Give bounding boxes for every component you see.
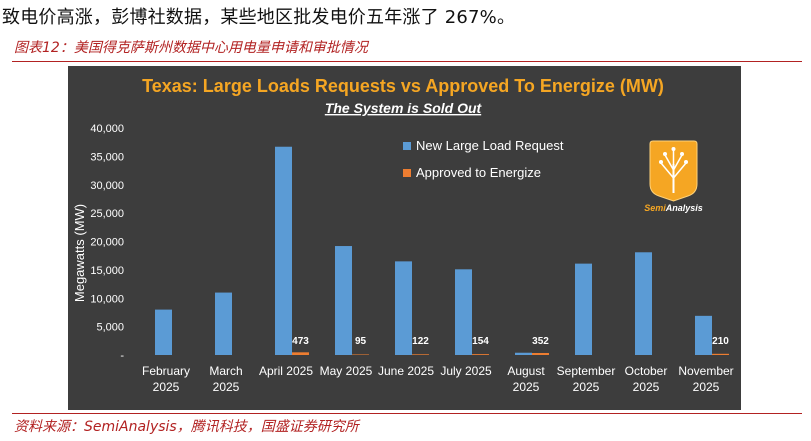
bar-approved [712,353,729,355]
legend-label-approved: Approved to Energize [416,165,541,180]
y-tick-label: 10,000 [90,293,124,305]
chart-svg: Texas: Large Loads Requests vs Approved … [72,76,734,394]
bar-request [155,309,172,355]
bar-request [335,246,352,355]
bar-request [515,352,532,355]
caption-divider [12,61,802,62]
data-label: 95 [355,336,367,347]
x-tick-label: February 2025 [142,364,190,394]
y-tick-label: 5,000 [96,322,124,334]
chart-panel: Texas: Large Loads Requests vs Approved … [68,66,741,410]
x-tick-label: April 2025 [259,364,313,378]
y-axis-ticks: - 5,000 10,000 15,000 20,000 25,000 30,000 35,0… [90,123,124,362]
logo-text-semi: Semi [644,203,666,213]
x-axis-ticks: February 2025 March 2025 April 2025 May 2025 J… [142,364,734,394]
bar-approved [472,354,489,355]
y-axis-label: Megawatts (MW) [72,204,87,302]
data-label: 473 [292,336,309,347]
y-tick-label: 15,000 [90,265,124,277]
logo-text-analysis: Analysis [665,203,703,213]
semianalysis-logo: SemiAnalysis [644,140,703,213]
x-tick-label: September 2025 [557,364,616,394]
x-tick-label: November 2025 [678,364,733,394]
data-label: 122 [412,336,429,347]
intro-text: 致电价高涨，彭博社数据，某些地区批发电价五年涨了 267%。 [2,7,516,28]
data-label: 154 [472,336,489,347]
y-tick-label: 30,000 [90,180,124,192]
chart-subtitle: The System is Sold Out [325,100,483,116]
y-tick-label: 40,000 [90,123,124,135]
y-tick-label: 20,000 [90,237,124,249]
legend-swatch-approved [403,169,411,177]
bar-request [635,252,652,355]
y-tick-label: 25,000 [90,208,124,220]
x-tick-label: March 2025 [209,364,242,394]
x-tick-label: August 2025 [507,364,545,394]
legend: New Large Load Request Approved to Energ… [403,138,564,180]
data-label: 352 [532,336,549,347]
bar-request [395,261,412,355]
source-divider [12,413,802,414]
bars [155,146,729,355]
tree-icon [649,140,698,202]
bar-request [215,292,232,355]
bar-request [275,146,292,355]
bar-request [575,263,592,355]
source-note: 资料来源：SemiAnalysis，腾讯科技，国盛证券研究所 [14,419,359,435]
bar-approved [412,354,429,355]
bar-approved [352,354,369,355]
data-labels: 473 95 122 154 352 210 [292,336,729,347]
bar-request [455,269,472,355]
x-tick-label: May 2025 [320,364,373,378]
data-label: 210 [712,336,729,347]
chart-title: Texas: Large Loads Requests vs Approved … [142,76,664,96]
svg-text:SemiAnalysis: SemiAnalysis [644,203,703,213]
bar-request [695,315,712,355]
legend-label-request: New Large Load Request [416,138,564,153]
x-tick-label: October 2025 [625,364,668,394]
y-tick-label: 35,000 [90,151,124,163]
x-tick-label: June 2025 [378,364,434,378]
figure-caption: 图表12：美国得克萨斯州数据中心用电量申请和审批情况 [14,40,368,56]
y-tick-label: - [120,350,124,362]
bar-approved [292,352,309,355]
legend-swatch-request [403,142,411,150]
bar-approved [532,353,549,355]
x-tick-label: July 2025 [440,364,492,378]
